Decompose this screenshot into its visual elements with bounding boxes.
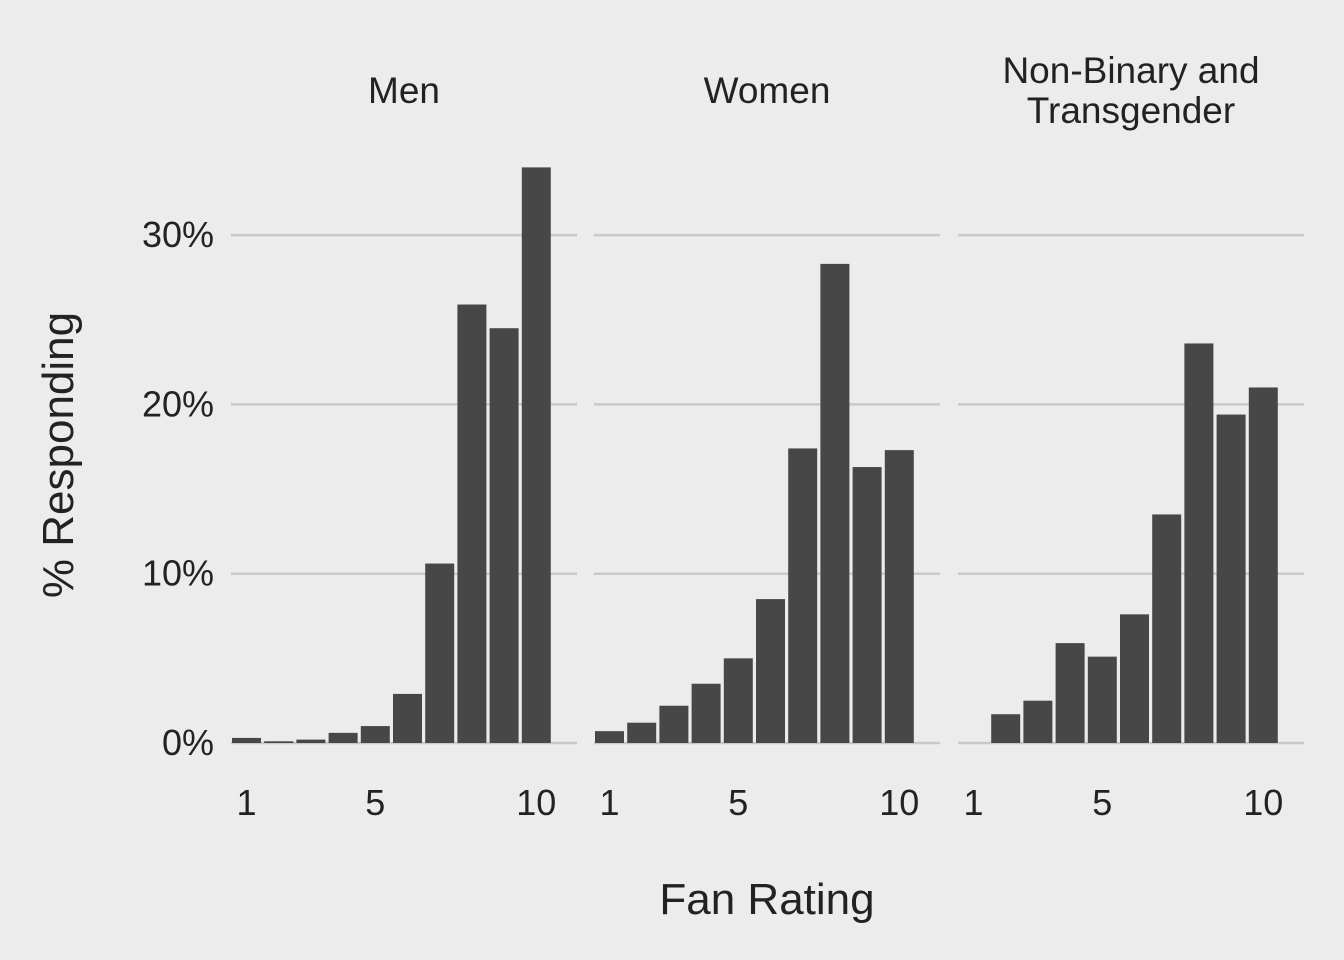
bar — [457, 304, 487, 743]
bar — [264, 741, 294, 743]
bar — [852, 467, 882, 743]
bar — [884, 450, 914, 743]
bar — [393, 693, 422, 743]
bar — [1248, 387, 1278, 743]
facet-title: Transgender — [1027, 90, 1235, 131]
facet-title: Women — [704, 70, 831, 111]
x-tick-label: 5 — [1092, 782, 1112, 823]
bar — [1055, 643, 1085, 743]
bar — [756, 599, 785, 743]
bar — [1087, 656, 1117, 743]
x-tick-label: 10 — [1243, 782, 1283, 823]
bar — [232, 737, 261, 743]
bar — [595, 731, 624, 743]
bar — [1184, 343, 1214, 743]
y-axis: 0% 10% 20% 30% — [142, 214, 214, 763]
bar — [820, 263, 850, 743]
bar — [1152, 514, 1182, 743]
y-axis-title: % Responding — [34, 312, 83, 598]
x-tick-label: 10 — [516, 782, 556, 823]
bar — [521, 167, 551, 743]
bar — [1216, 414, 1246, 743]
y-tick-label: 10% — [142, 553, 214, 594]
facet-title: Men — [368, 70, 440, 111]
facet-panel: Men 1 5 10 — [231, 70, 577, 823]
bar — [1023, 700, 1053, 743]
facet-title: Non-Binary and — [1002, 50, 1259, 91]
x-tick-label: 5 — [728, 782, 748, 823]
bar — [489, 328, 519, 743]
x-tick-label: 5 — [365, 782, 385, 823]
x-tick-label: 10 — [879, 782, 919, 823]
y-tick-label: 0% — [162, 722, 214, 763]
bar — [788, 448, 818, 743]
bar — [328, 732, 358, 743]
bar — [691, 683, 721, 743]
y-tick-label: 20% — [142, 383, 214, 424]
bar — [627, 722, 657, 743]
bar — [425, 563, 455, 743]
bar — [296, 739, 326, 743]
bar — [991, 714, 1021, 743]
bar — [659, 705, 689, 743]
x-tick-label: 1 — [963, 782, 983, 823]
bar — [360, 726, 390, 743]
x-tick-label: 1 — [236, 782, 256, 823]
bar — [723, 658, 753, 743]
x-axis-title: Fan Rating — [659, 875, 874, 924]
y-tick-label: 30% — [142, 214, 214, 255]
bar — [1120, 614, 1149, 743]
facet-panel: Women 1 5 10 — [594, 70, 940, 823]
x-tick-label: 1 — [599, 782, 619, 823]
